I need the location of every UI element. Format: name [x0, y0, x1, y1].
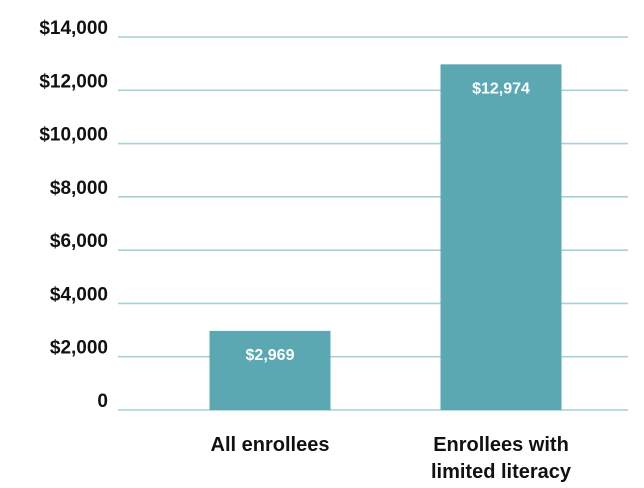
y-tick-label: $10,000: [39, 125, 108, 146]
y-tick-label: 0: [97, 391, 108, 412]
bar-value-label: $2,969: [246, 347, 295, 364]
y-axis-tick-labels: 0 $2,000 $4,000 $6,000 $8,000 $10,000 $12,000 $…: [39, 18, 108, 412]
bar-value-label: $12,974: [472, 80, 530, 97]
y-tick-label: $12,000: [39, 71, 108, 92]
x-category-label: Enrollees with limited literacy: [431, 434, 572, 483]
y-tick-label: $4,000: [50, 284, 108, 305]
y-tick-label: $8,000: [50, 178, 108, 199]
x-category-label: All enrollees: [211, 434, 330, 456]
bar: [440, 64, 562, 410]
gridlines: [118, 36, 628, 411]
y-tick-label: $2,000: [50, 338, 108, 359]
x-category-label-line: Enrollees with: [433, 434, 569, 456]
bars: [209, 64, 562, 410]
bar: [209, 330, 331, 410]
data-labels: $2,969 $12,974: [246, 80, 530, 364]
x-category-label-line: limited literacy: [431, 461, 572, 483]
y-tick-label: $6,000: [50, 231, 108, 252]
x-axis-category-labels: All enrollees Enrollees with limited liter…: [211, 434, 572, 483]
y-tick-label: $14,000: [39, 18, 108, 39]
x-category-label-line: All enrollees: [211, 434, 330, 456]
